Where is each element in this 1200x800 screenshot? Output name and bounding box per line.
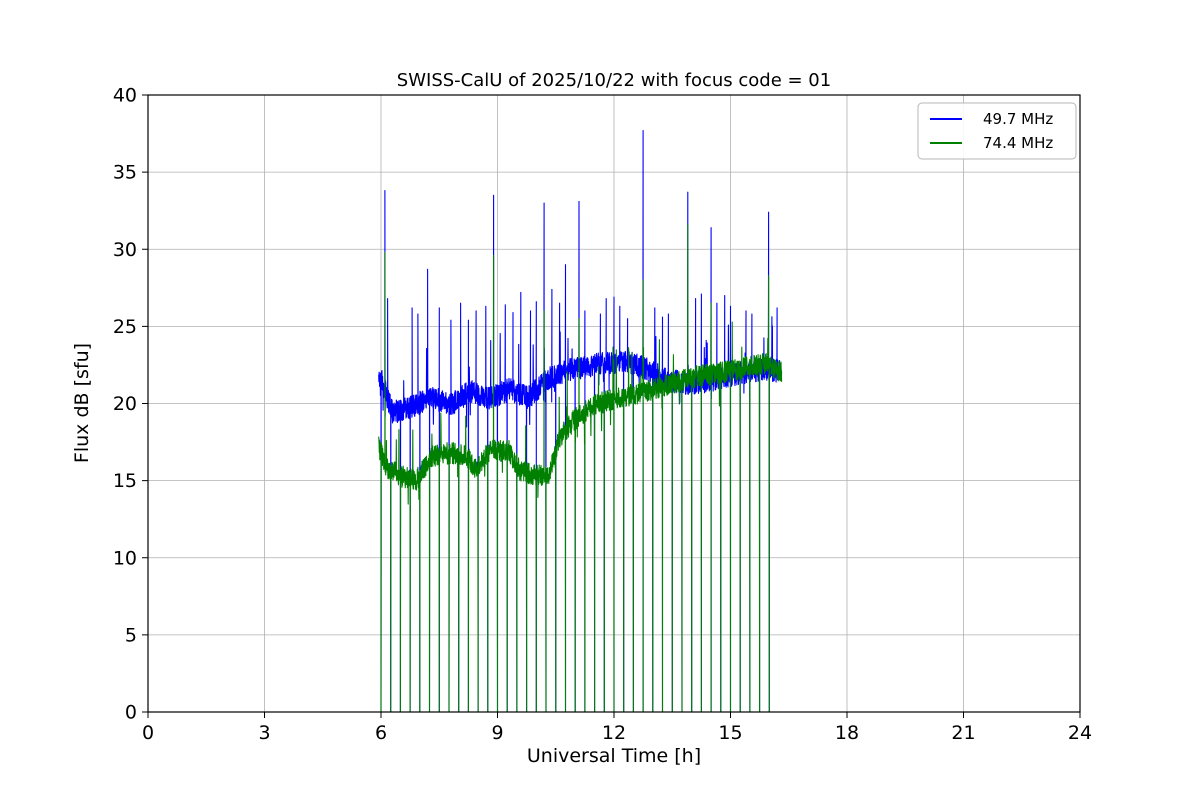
y-tick-label: 25 bbox=[113, 316, 137, 338]
legend: 49.7 MHz 74.4 MHz bbox=[917, 102, 1077, 160]
x-tick-label: 0 bbox=[142, 722, 154, 744]
series-line-74-4-mhz bbox=[378, 224, 783, 713]
x-tick-label: 15 bbox=[718, 722, 742, 744]
x-axis-label: Universal Time [h] bbox=[527, 745, 701, 767]
x-tick-label: 18 bbox=[835, 722, 859, 744]
chart-title: SWISS-CalU of 2025/10/22 with focus code… bbox=[397, 70, 831, 91]
y-tick-label: 15 bbox=[113, 470, 137, 492]
legend-label-49-7mhz: 49.7 MHz bbox=[983, 110, 1053, 128]
x-tick-label: 21 bbox=[951, 722, 975, 744]
y-tick-label: 40 bbox=[113, 85, 137, 107]
y-tick-label: 30 bbox=[113, 239, 137, 261]
legend-box bbox=[917, 102, 1077, 160]
axis-ticks bbox=[142, 94, 1081, 718]
x-tick-label: 12 bbox=[602, 722, 626, 744]
data-series bbox=[378, 129, 783, 713]
y-tick-label: 35 bbox=[113, 162, 137, 184]
x-tick-label: 9 bbox=[491, 722, 503, 744]
y-tick-label: 20 bbox=[113, 393, 137, 415]
x-tick-label: 3 bbox=[258, 722, 270, 744]
x-tick-label: 24 bbox=[1068, 722, 1092, 744]
y-tick-label: 10 bbox=[113, 547, 137, 569]
y-axis-label: Flux dB [sfu] bbox=[71, 343, 93, 463]
legend-label-74-4mhz: 74.4 MHz bbox=[983, 134, 1053, 152]
x-tick-label: 6 bbox=[375, 722, 387, 744]
axis-tick-labels: 0 3 6 9 12 15 18 21 24 0 5 10 15 20 25 30 35 40 bbox=[113, 85, 1092, 745]
y-tick-label: 5 bbox=[125, 624, 137, 646]
y-tick-label: 0 bbox=[125, 702, 137, 724]
